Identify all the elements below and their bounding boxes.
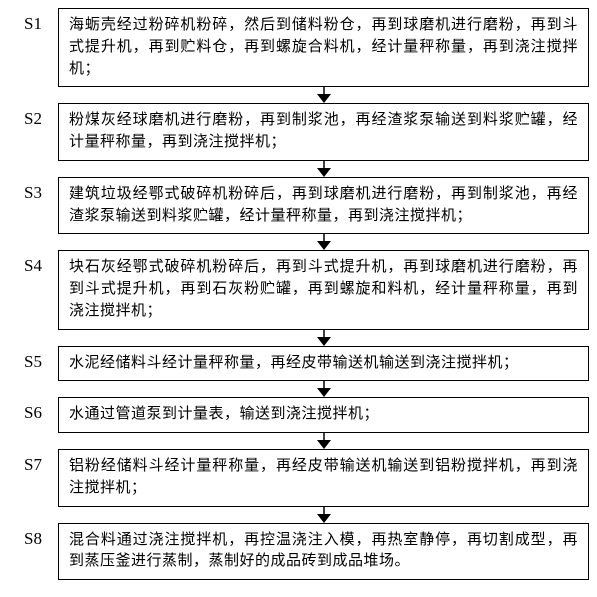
step-row: S6 水通过管道泵到计量表，输送到浇注搅拌机； [8,397,589,433]
step-label-s7: S7 [8,449,58,507]
step-label-s1: S1 [8,8,58,87]
step-row: S1 海蛎壳经过粉碎机粉碎，然后到储料粉仓，再到球磨机进行磨粉，再到斗式提升机，… [8,8,589,87]
step-label-s6: S6 [8,397,58,433]
arrow-down-icon [8,433,589,449]
step-row: S8 混合料通过浇注搅拌机，再控温浇注入模，再热室静停，再切割成型，再到蒸压釜进… [8,523,589,581]
arrow-down-icon [8,87,589,103]
step-box-s4: 块石灰经鄂式破碎机粉碎后，再到斗式提升机，再到球磨机进行磨粉，再到斗式提升机，再… [58,250,589,329]
step-box-s6: 水通过管道泵到计量表，输送到浇注搅拌机； [58,397,589,433]
arrow-down-icon [8,161,589,177]
arrow-down-icon [8,507,589,523]
step-box-s2: 粉煤灰经球磨机进行磨粉，再到制浆池，再经渣浆泵输送到料浆贮罐，经计量秤称量，再到… [58,103,589,161]
step-row: S2 粉煤灰经球磨机进行磨粉，再到制浆池，再经渣浆泵输送到料浆贮罐，经计量秤称量… [8,103,589,161]
step-label-s2: S2 [8,103,58,161]
step-label-s8: S8 [8,523,58,581]
step-box-s7: 铝粉经储料斗经计量秤称量，再经皮带输送机输送到铝粉搅拌机，再到浇注搅拌机； [58,449,589,507]
step-box-s5: 水泥经储料斗经计量秤称量，再经皮带输送机输送到浇注搅拌机； [58,346,589,382]
arrow-down-icon [8,381,589,397]
step-label-s4: S4 [8,250,58,329]
step-row: S3 建筑垃圾经鄂式破碎机粉碎后，再到球磨机进行磨粉，再到制浆池，再经渣浆泵输送… [8,177,589,235]
step-box-s3: 建筑垃圾经鄂式破碎机粉碎后，再到球磨机进行磨粉，再到制浆池，再经渣浆泵输送到料浆… [58,177,589,235]
step-row: S7 铝粉经储料斗经计量秤称量，再经皮带输送机输送到铝粉搅拌机，再到浇注搅拌机； [8,449,589,507]
step-row: S4 块石灰经鄂式破碎机粉碎后，再到斗式提升机，再到球磨机进行磨粉，再到斗式提升… [8,250,589,329]
step-box-s8: 混合料通过浇注搅拌机，再控温浇注入模，再热室静停，再切割成型，再到蒸压釜进行蒸制… [58,523,589,581]
step-label-s5: S5 [8,346,58,382]
flowchart-container: S1 海蛎壳经过粉碎机粉碎，然后到储料粉仓，再到球磨机进行磨粉，再到斗式提升机，… [8,8,589,580]
step-row: S5 水泥经储料斗经计量秤称量，再经皮带输送机输送到浇注搅拌机； [8,346,589,382]
step-label-s3: S3 [8,177,58,235]
step-box-s1: 海蛎壳经过粉碎机粉碎，然后到储料粉仓，再到球磨机进行磨粉，再到斗式提升机，再到贮… [58,8,589,87]
arrow-down-icon [8,330,589,346]
arrow-down-icon [8,234,589,250]
